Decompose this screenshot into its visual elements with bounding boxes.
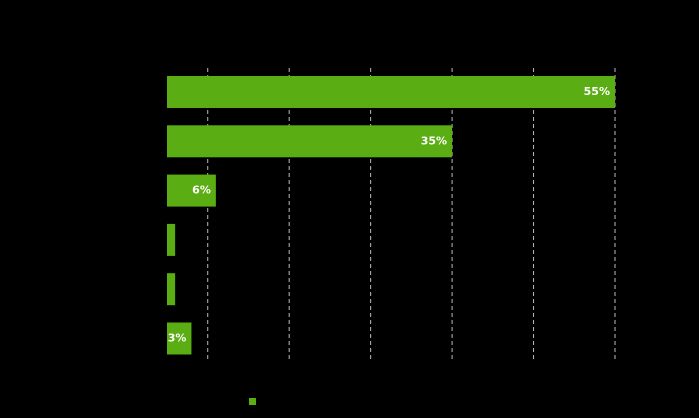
value-label: 3% [168, 332, 187, 345]
bar [167, 322, 192, 355]
bar [167, 125, 453, 158]
bar [167, 76, 615, 108]
bar [167, 273, 176, 306]
bar [167, 174, 216, 207]
legend-swatch [249, 398, 256, 405]
value-label: 35% [421, 134, 447, 147]
bar [167, 223, 176, 256]
value-label: 55% [584, 85, 610, 98]
value-label: 6% [192, 184, 211, 197]
